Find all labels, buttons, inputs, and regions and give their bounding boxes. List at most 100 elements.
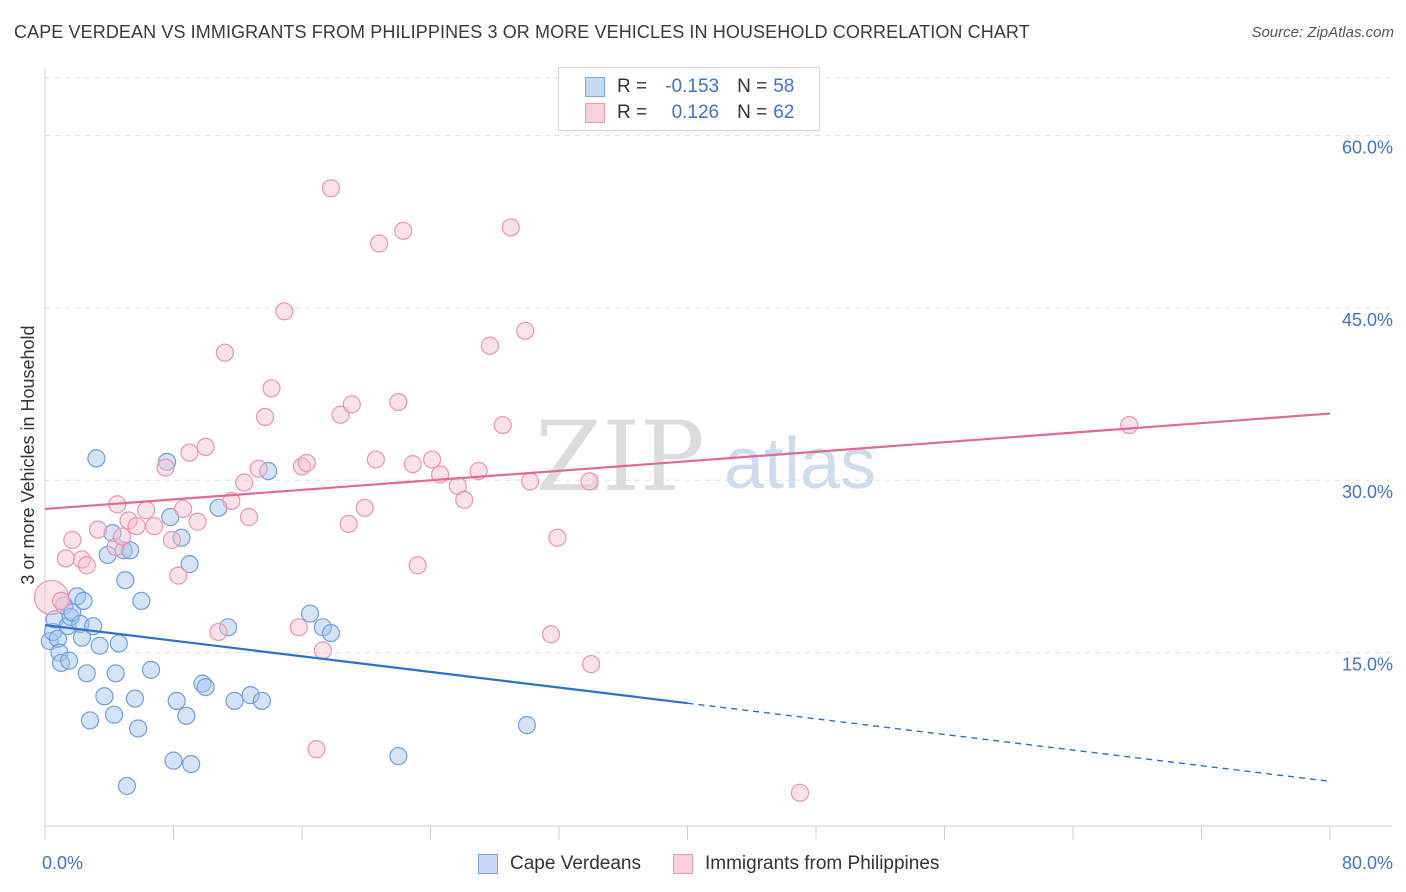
point-cape-verdean bbox=[517, 715, 536, 735]
legend-label-philippines: Immigrants from Philippines bbox=[705, 853, 940, 874]
point-cape-verdean bbox=[132, 591, 151, 611]
legend-label-cape-verdeans: Cape Verdeans bbox=[510, 853, 641, 874]
point-philippines bbox=[582, 655, 601, 674]
point-philippines bbox=[321, 179, 341, 198]
point-cape-verdean bbox=[87, 449, 106, 468]
point-cape-verdean bbox=[321, 623, 341, 643]
trend-line-cape-verdeans bbox=[44, 623, 688, 705]
point-cape-verdean bbox=[161, 507, 180, 527]
legend-item-cape-verdeans: Cape Verdeans bbox=[478, 853, 641, 875]
point-philippines bbox=[188, 512, 207, 531]
legend-swatch-blue bbox=[478, 854, 498, 874]
point-philippines bbox=[394, 221, 413, 240]
point-philippines bbox=[342, 395, 361, 414]
point-philippines bbox=[289, 618, 308, 637]
point-cape-verdean bbox=[164, 751, 183, 770]
point-cape-verdean bbox=[196, 677, 215, 697]
point-philippines bbox=[196, 437, 215, 457]
trend-line-cape-verdeans-extension bbox=[687, 702, 1331, 783]
point-philippines bbox=[548, 528, 567, 547]
point-philippines bbox=[331, 405, 350, 424]
point-philippines bbox=[790, 783, 810, 802]
point-philippines bbox=[423, 450, 442, 469]
point-cape-verdean bbox=[125, 689, 145, 708]
point-philippines bbox=[541, 625, 561, 644]
point-philippines bbox=[106, 537, 125, 556]
point-cape-verdean bbox=[252, 691, 271, 710]
point-cape-verdean bbox=[167, 691, 186, 710]
point-philippines bbox=[313, 641, 332, 660]
point-philippines bbox=[307, 740, 326, 759]
point-philippines bbox=[370, 234, 389, 253]
point-cape-verdean bbox=[180, 555, 199, 574]
point-philippines bbox=[209, 622, 228, 642]
point-philippines bbox=[51, 591, 71, 611]
point-philippines bbox=[292, 457, 312, 476]
point-cape-verdean bbox=[177, 706, 196, 725]
point-philippines bbox=[275, 302, 294, 321]
point-cape-verdean bbox=[80, 711, 100, 730]
point-cape-verdean bbox=[241, 686, 260, 705]
point-philippines bbox=[180, 443, 199, 462]
legend-n-label: N = bbox=[737, 76, 768, 97]
watermark-atlas: atlas bbox=[724, 424, 876, 504]
legend-item-philippines: Immigrants from Philippines bbox=[673, 853, 939, 875]
point-cape-verdean bbox=[225, 691, 244, 710]
legend-n-label: N = bbox=[737, 102, 768, 123]
point-philippines bbox=[297, 453, 316, 473]
point-philippines bbox=[455, 490, 474, 509]
point-cape-verdean bbox=[106, 664, 125, 683]
x-tick-label: 80.0% bbox=[1342, 853, 1393, 873]
point-philippines bbox=[235, 473, 254, 492]
point-cape-verdean bbox=[193, 674, 212, 693]
point-philippines bbox=[112, 527, 132, 546]
point-philippines bbox=[72, 550, 92, 569]
watermark-zip: ZIP bbox=[535, 401, 704, 513]
legend-swatch-blue bbox=[585, 77, 605, 97]
legend-r-value: 0.126 bbox=[671, 102, 720, 123]
point-philippines bbox=[520, 472, 540, 491]
point-philippines bbox=[262, 379, 281, 398]
point-cape-verdean bbox=[121, 541, 140, 560]
point-philippines bbox=[580, 472, 599, 491]
point-philippines bbox=[127, 517, 146, 536]
legend-r-label: R = bbox=[617, 102, 648, 123]
point-philippines bbox=[88, 520, 108, 539]
legend-r-value: -0.153 bbox=[665, 76, 720, 97]
x-tick-label: 0.0% bbox=[42, 853, 83, 873]
legend-n-value: 58 bbox=[773, 76, 795, 97]
source-label: Source: ZipAtlas.com bbox=[1251, 24, 1394, 41]
y-tick-label: 45.0% bbox=[1342, 310, 1393, 330]
y-axis-label: 3 or more Vehicles in Household bbox=[18, 325, 38, 584]
correlation-legend: R = -0.153 N = 58 R = 0.126 N = 62 bbox=[558, 67, 820, 131]
point-philippines bbox=[493, 415, 512, 435]
series-legend: Cape Verdeans Immigrants from Philippine… bbox=[478, 853, 971, 875]
point-philippines bbox=[56, 549, 75, 568]
point-cape-verdean bbox=[219, 618, 238, 637]
point-cape-verdean bbox=[300, 604, 320, 623]
y-tick-label: 30.0% bbox=[1342, 482, 1393, 502]
point-philippines bbox=[174, 499, 193, 519]
point-philippines bbox=[403, 455, 422, 474]
point-philippines bbox=[366, 450, 385, 469]
y-tick-label: 15.0% bbox=[1342, 655, 1393, 675]
legend-row-philippines: R = 0.126 N = 62 bbox=[585, 100, 794, 126]
gridlines bbox=[45, 77, 1392, 654]
point-philippines bbox=[137, 501, 156, 520]
tick-labels: 15.0% 30.0% 45.0% 60.0% 0.0% 80.0% bbox=[42, 137, 1393, 873]
point-cape-verdean bbox=[389, 746, 408, 766]
point-philippines bbox=[162, 530, 181, 550]
point-philippines bbox=[169, 566, 188, 585]
point-philippines bbox=[145, 517, 164, 536]
point-philippines bbox=[255, 407, 275, 427]
point-philippines bbox=[339, 514, 358, 534]
point-cape-verdean bbox=[104, 705, 124, 724]
point-philippines bbox=[222, 491, 241, 511]
point-philippines bbox=[1120, 415, 1139, 435]
point-cape-verdean bbox=[103, 523, 122, 543]
point-cape-verdean bbox=[48, 629, 67, 648]
data-points bbox=[33, 179, 1139, 802]
point-cape-verdean bbox=[182, 754, 201, 774]
point-cape-verdean bbox=[74, 591, 93, 611]
